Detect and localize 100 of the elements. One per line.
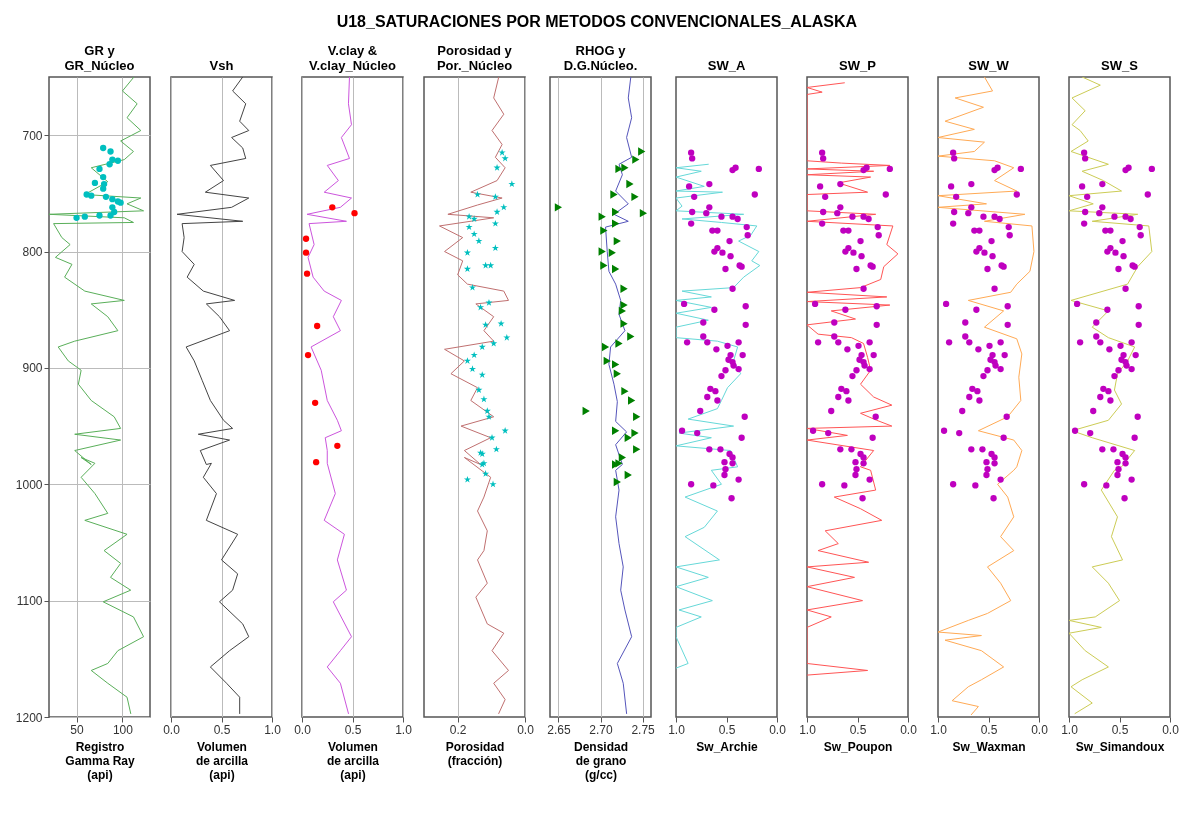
point (624, 470, 632, 480)
point (73, 214, 80, 221)
point (613, 236, 621, 246)
x-tick-label: 0.2 (449, 722, 467, 737)
point (478, 371, 486, 378)
point (470, 351, 478, 359)
chart-title: SW_W (968, 58, 1010, 73)
y-tick-label: 1100 (16, 594, 43, 609)
point (598, 247, 606, 256)
y-tick-label: 800 (22, 245, 43, 260)
x-tick-label: 2.75 (631, 722, 656, 737)
x-tick-label: 100 (112, 722, 134, 737)
point (603, 356, 611, 366)
point (470, 230, 478, 238)
x-tick-label: 0.5 (344, 722, 362, 737)
point (633, 412, 641, 421)
x-tick-label: 1.0 (930, 722, 948, 737)
x-tick-label: 0.5 (1111, 722, 1129, 737)
y-tick-label: 900 (22, 361, 43, 376)
point (612, 219, 620, 228)
point (81, 213, 88, 220)
point (491, 219, 499, 227)
y-tick-label: 1000 (15, 477, 43, 492)
x-tick-label: 0.0 (769, 722, 787, 737)
chart-title: SW_S (1101, 58, 1139, 73)
point (631, 192, 639, 202)
chart-title: SW_A (707, 58, 746, 73)
x-tick-label: 0.5 (213, 722, 231, 737)
line-series (49, 77, 145, 715)
point (88, 192, 95, 199)
point (632, 155, 640, 164)
chart-title: GR y GR_Núcleo (64, 43, 135, 73)
point (613, 477, 621, 487)
point (624, 433, 632, 442)
point (631, 428, 639, 438)
point (490, 339, 498, 347)
point (109, 196, 116, 203)
point (311, 399, 319, 406)
point (312, 459, 320, 466)
point (302, 249, 310, 256)
x-tick-label: 2.65 (547, 722, 571, 737)
point (463, 357, 471, 364)
x-tick-label: 0.0 (294, 722, 312, 737)
point (100, 185, 107, 192)
point (100, 180, 108, 188)
x-tick-label: 0.0 (517, 722, 535, 737)
point (608, 248, 616, 257)
point (313, 322, 321, 330)
point (621, 163, 629, 172)
x-axis-title: Registro Gamma Ray (api) (65, 739, 136, 782)
point (600, 261, 608, 270)
point (96, 212, 103, 219)
point (91, 179, 99, 187)
y-tick-label: 1200 (15, 710, 43, 725)
x-tick-label: 0.0 (1031, 722, 1049, 737)
point (302, 235, 310, 242)
point (468, 283, 477, 291)
point (638, 147, 646, 156)
point (628, 396, 636, 405)
point (612, 264, 620, 274)
x-tick-label: 0.5 (718, 722, 736, 737)
point (304, 351, 312, 359)
point (613, 369, 621, 378)
x-axis-title: Sw_Waxman (952, 739, 1026, 754)
point (303, 270, 311, 277)
x-tick-label: 0.0 (163, 722, 181, 737)
point (100, 144, 107, 152)
point (620, 319, 628, 328)
point (482, 261, 490, 269)
point (106, 161, 113, 168)
point (487, 261, 495, 269)
point (492, 445, 500, 453)
point (615, 339, 623, 348)
point (500, 203, 508, 211)
text: U18_SATURACIONES POR METODOS CONVENCIONALES_ALASKA (336, 13, 858, 31)
chart-title: Vsh (209, 58, 234, 73)
point (480, 395, 488, 403)
point (465, 212, 473, 220)
point (626, 179, 634, 189)
point (639, 208, 648, 218)
point (483, 407, 491, 414)
x-axis-title: Porosidad (fracción) (445, 739, 505, 768)
x-axis-title: Volumen de arcilla (api) (326, 739, 380, 782)
point (501, 154, 509, 162)
x-tick-label: 1.0 (264, 722, 282, 737)
point (96, 165, 103, 173)
point (508, 180, 516, 188)
point (463, 475, 471, 483)
point (475, 386, 483, 394)
x-tick-label: 1.0 (668, 722, 686, 737)
point (463, 249, 471, 256)
chart-title: V.clay & V.clay_Núcleo (309, 43, 397, 73)
point (474, 190, 482, 198)
point (334, 442, 341, 450)
x-axis-title: Sw_Archie (696, 739, 759, 754)
x-tick-label: 1.0 (395, 722, 413, 737)
point (618, 306, 627, 316)
x-axis-title: Densidad de grano (g/cc) (573, 739, 629, 782)
point (627, 332, 635, 341)
point (465, 223, 473, 231)
